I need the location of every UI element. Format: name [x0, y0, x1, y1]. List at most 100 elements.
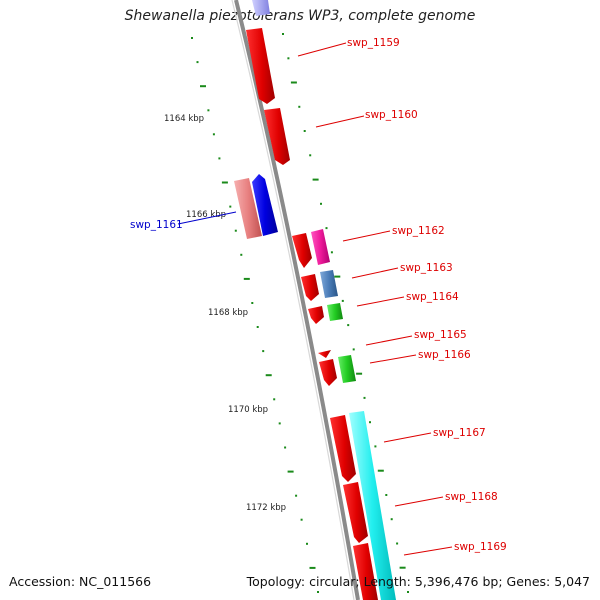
tick-mark [234, 229, 237, 232]
gene-label-swp-1159[interactable]: swp_1159 [347, 37, 400, 49]
gene-label-swp-1161[interactable]: swp_1161 [130, 219, 183, 231]
tick-mark [229, 205, 232, 208]
accession-text: Accession: NC_011566 [9, 574, 152, 589]
leader-swp-1166 [369, 354, 417, 364]
gene-block-swp-1159[interactable] [246, 28, 275, 104]
tick-mark [341, 299, 344, 302]
gene-labels: swp_1159 swp_1160 swp_1161 swp_1162 swp_… [130, 37, 507, 556]
tick-mark [287, 57, 290, 60]
leader-swp-1164 [356, 296, 405, 307]
tick-mark [320, 202, 322, 205]
tick-mark [363, 396, 366, 399]
gene-block-swp-1169[interactable] [353, 543, 378, 600]
tick-mark [298, 105, 301, 108]
tick-mark [262, 350, 265, 353]
gene-label-swp-1160[interactable]: swp_1160 [365, 109, 418, 121]
tick-mark [290, 81, 297, 84]
map-title: Shewanella piezotolerans WP3, complete g… [124, 8, 476, 24]
gene-label-swp-1162[interactable]: swp_1162 [392, 225, 445, 237]
tick-mark [396, 542, 399, 545]
gene-label-swp-1169[interactable]: swp_1169 [454, 541, 507, 553]
gene-block-swp-1164-b[interactable] [327, 303, 343, 321]
kbp-label-1164: 1164 kbp [164, 114, 204, 124]
gene-label-swp-1163[interactable]: swp_1163 [400, 262, 453, 274]
gene-block-swp-1161[interactable] [252, 174, 278, 236]
tick-mark [265, 374, 272, 377]
kbp-label-1172: 1172 kbp [246, 503, 286, 513]
gene-block-swp-1163[interactable] [301, 274, 319, 301]
gene-label-swp-1167[interactable]: swp_1167 [433, 427, 486, 439]
tick-mark [309, 154, 312, 157]
tick-mark [295, 494, 298, 497]
tick-mark [282, 33, 284, 35]
gene-block-swp-1163-b[interactable] [320, 270, 338, 298]
tick-mark [407, 591, 409, 593]
leader-swp-1165 [365, 335, 413, 346]
tick-mark [317, 591, 319, 593]
genome-summary-text: Topology: circular; Length: 5,396,476 bp… [246, 574, 590, 589]
gene-block-swp-1167-b[interactable] [349, 411, 396, 600]
leader-swp-1168 [394, 496, 444, 507]
gene-label-swp-1165[interactable]: swp_1165 [414, 329, 467, 341]
tick-mark [256, 326, 259, 328]
tick-mark [191, 37, 193, 39]
leader-swp-1162 [342, 230, 391, 242]
tick-mark [243, 277, 250, 280]
gene-block-top-lavender [252, 0, 270, 16]
tick-mark [369, 421, 371, 424]
gene-block-swp-1162-b[interactable] [311, 229, 330, 265]
gene-block-swp-1167[interactable] [330, 415, 356, 482]
tick-mark [278, 422, 281, 425]
tick-mark [200, 85, 206, 88]
genome-backbone [234, 0, 360, 600]
position-ticks [191, 33, 409, 593]
kbp-label-1168: 1168 kbp [208, 308, 248, 318]
leader-swp-1163 [351, 267, 399, 279]
tick-mark [303, 130, 306, 132]
tick-mark [218, 157, 221, 160]
tick-mark [251, 302, 254, 304]
tick-mark [240, 253, 243, 256]
tick-mark [312, 178, 319, 181]
tick-mark [352, 348, 355, 351]
leader-swp-1169 [403, 546, 453, 556]
gene-block-swp-1160[interactable] [264, 108, 290, 165]
forward-strand-features [246, 28, 396, 600]
tick-mark [330, 251, 333, 254]
tick-mark [207, 109, 210, 112]
gene-label-swp-1168[interactable]: swp_1168 [445, 491, 498, 503]
tick-mark [356, 372, 363, 375]
kbp-label-1166: 1166 kbp [186, 210, 226, 220]
tick-mark [221, 181, 228, 184]
gene-block-swp-1166[interactable] [319, 359, 337, 386]
tick-mark [306, 542, 308, 545]
tick-mark [273, 398, 276, 401]
tick-mark [390, 518, 393, 521]
leader-swp-1167 [383, 432, 432, 443]
genome-backbone-highlight [231, 0, 355, 600]
tick-mark [334, 275, 341, 278]
kbp-label-1170: 1170 kbp [228, 405, 268, 415]
gene-block-swp-1165[interactable] [318, 350, 331, 358]
tick-mark [309, 566, 316, 569]
leader-swp-1159 [297, 42, 347, 57]
gene-block-swp-1166-b[interactable] [338, 355, 356, 383]
tick-mark [325, 227, 328, 230]
gene-label-swp-1164[interactable]: swp_1164 [406, 291, 459, 303]
gene-block-swp-1168[interactable] [343, 482, 368, 543]
tick-mark [196, 61, 199, 64]
tick-mark [300, 518, 303, 521]
tick-mark [212, 133, 215, 136]
leader-swp-1160 [315, 115, 365, 128]
gene-label-swp-1166[interactable]: swp_1166 [418, 349, 471, 361]
tick-mark [377, 469, 384, 472]
tick-mark [284, 446, 287, 449]
tick-mark [287, 470, 294, 473]
leader-swp-1161 [177, 211, 237, 225]
kbp-labels: 1164 kbp 1166 kbp 1168 kbp 1170 kbp 1172… [164, 114, 286, 513]
gene-block-swp-1162[interactable] [292, 233, 312, 268]
gene-block-swp-1161-pink[interactable] [234, 178, 262, 239]
gene-block-swp-1164[interactable] [308, 306, 324, 324]
